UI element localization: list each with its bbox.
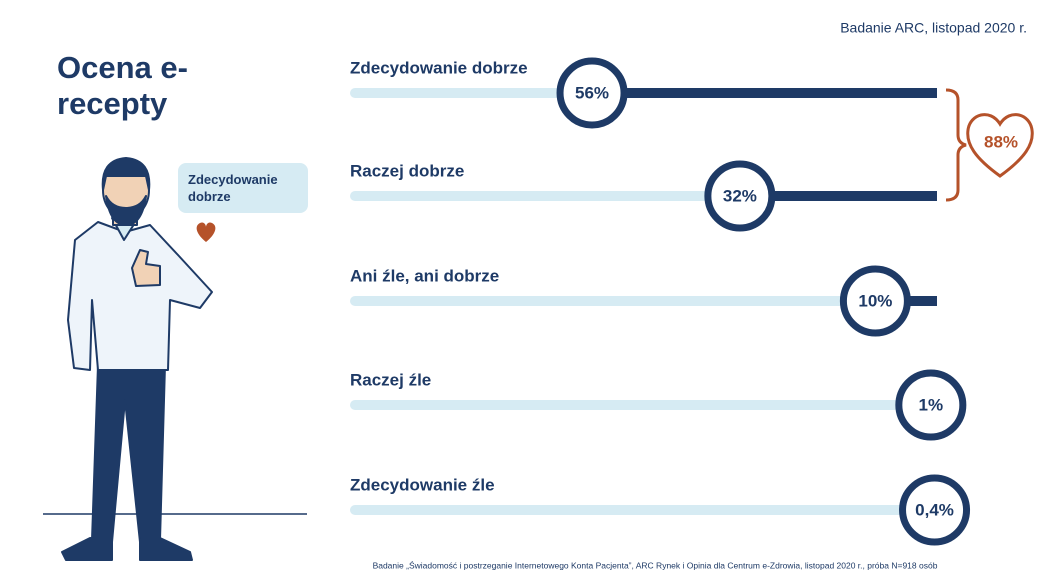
speech-bubble: Zdecydowanie dobrze: [178, 163, 308, 213]
category-label: Raczej źle: [350, 370, 431, 389]
source: Badanie ARC, listopad 2020 r.: [840, 20, 1027, 36]
bar: [592, 88, 937, 98]
value-circle: [704, 160, 776, 232]
chart-title: Ocena e-recepty: [57, 50, 188, 121]
value-label: 0,4%: [915, 500, 954, 519]
category-label: Zdecydowanie źle: [350, 475, 495, 494]
total-label: 88%: [984, 132, 1018, 151]
value-label: 1%: [919, 395, 944, 414]
value-circle: [556, 57, 628, 129]
bar-track: [350, 505, 937, 515]
value-circle: [899, 474, 971, 546]
heart-icon: [196, 222, 216, 242]
bar-track: [350, 400, 937, 410]
value-circle: [895, 369, 967, 441]
footnote: Badanie „Świadomość i postrzeganie Inter…: [373, 559, 938, 570]
value-circle: [839, 265, 911, 337]
value-label: 32%: [723, 186, 757, 205]
bar: [739, 191, 937, 201]
value-label: 10%: [858, 291, 892, 310]
category-label: Zdecydowanie dobrze: [350, 58, 528, 77]
total-heart: [966, 113, 1034, 178]
category-label: Ani źle, ani dobrze: [350, 266, 499, 285]
person-illustration: [61, 157, 213, 561]
category-label: Raczej dobrze: [350, 161, 464, 180]
bar-track: [350, 296, 937, 306]
total-bracket: [945, 88, 967, 202]
value-label: 56%: [575, 83, 609, 102]
